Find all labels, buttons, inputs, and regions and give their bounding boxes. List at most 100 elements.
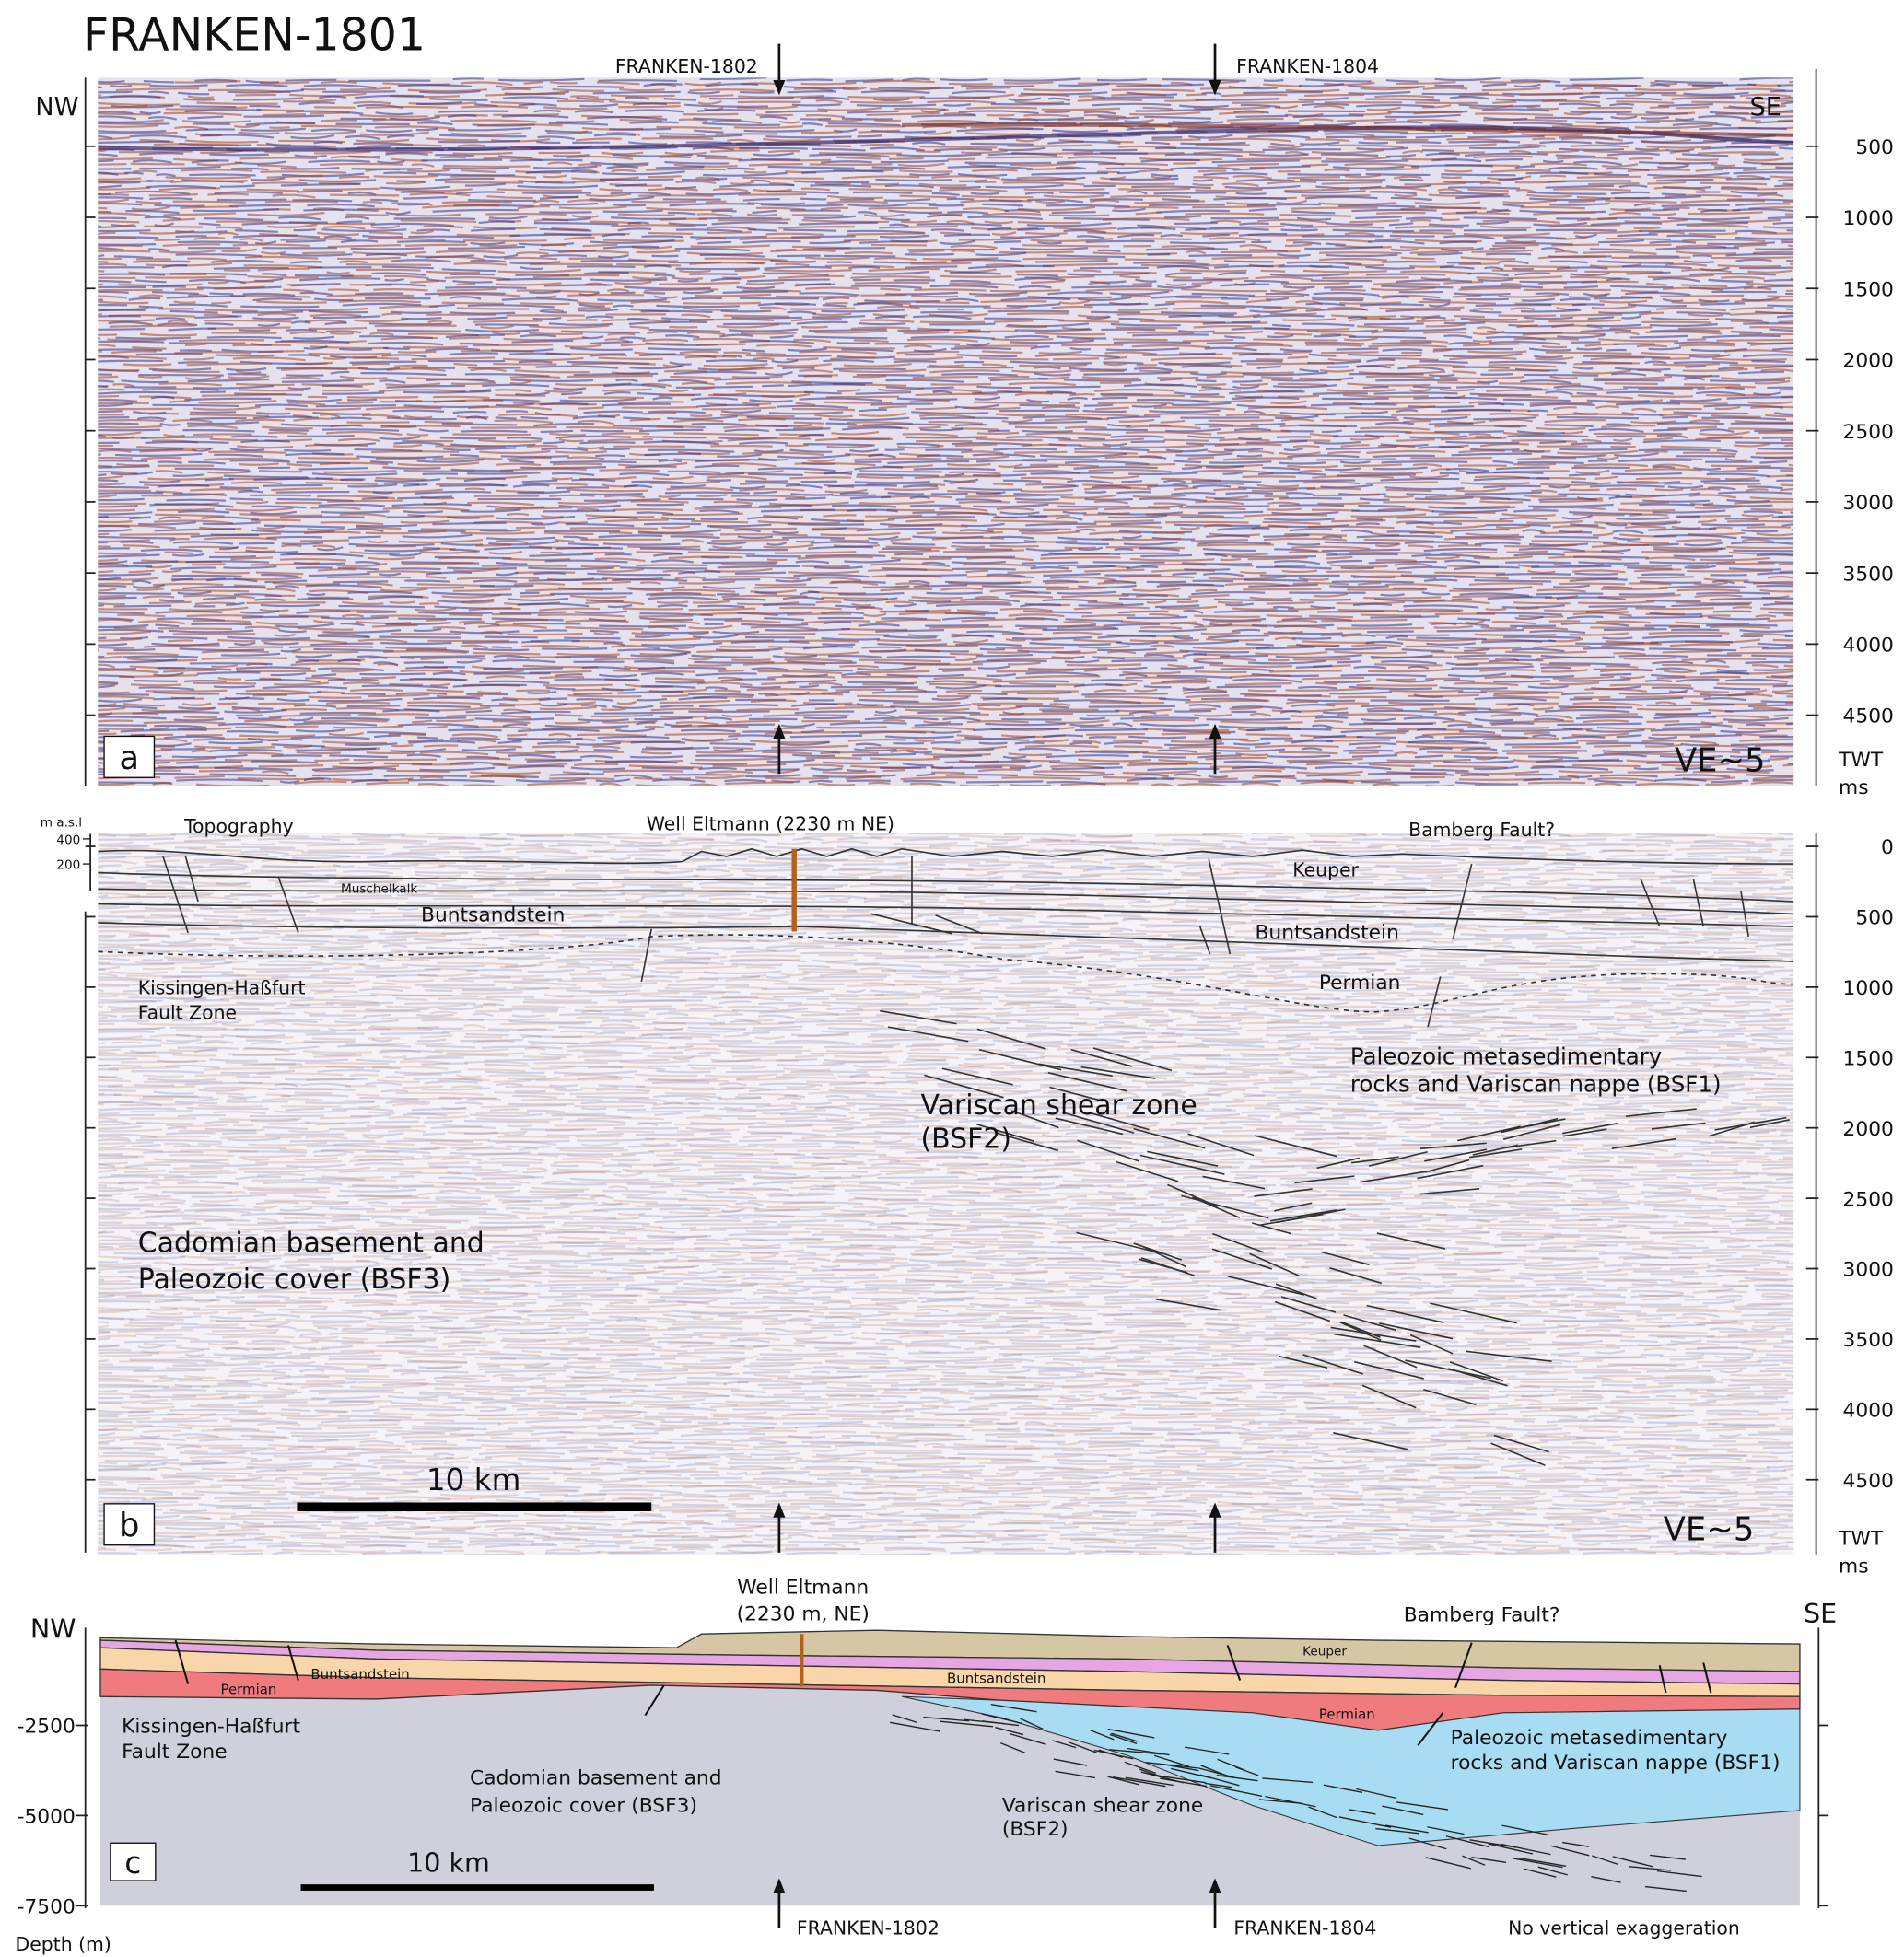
seismic-wiggle	[98, 1403, 1776, 1411]
shear-line	[1109, 1733, 1138, 1745]
seismic-wiggle	[98, 1465, 1794, 1473]
seismic-wiggle	[98, 1310, 1794, 1316]
seismic-wiggle	[98, 996, 1794, 1004]
unit-label: Paleozoic metasedimentary rocks and Varis…	[1350, 1043, 1722, 1098]
panel-letter: c	[124, 1846, 141, 1881]
seismic-wiggle	[98, 746, 1780, 754]
shear-line	[1139, 1154, 1225, 1175]
shear-line	[1419, 1188, 1480, 1195]
seismic-wiggle	[98, 399, 1793, 407]
seismic-wiggle	[98, 169, 1794, 178]
seismic-wiggle	[98, 764, 1774, 773]
figure-title: FRANKEN-1801	[83, 8, 426, 61]
seismic-wiggle	[98, 964, 1794, 973]
shear-line	[1488, 1843, 1534, 1855]
shear-line	[1519, 1857, 1567, 1868]
shear-line	[1187, 1133, 1255, 1157]
shear-line	[1360, 1169, 1435, 1183]
label: Well Eltmann (2230 m NE)	[647, 812, 894, 834]
seismic-wiggle	[98, 855, 1794, 862]
seismic-wiggle	[98, 94, 1794, 102]
shear-line	[1348, 1809, 1376, 1815]
tick-label: 2500	[1843, 421, 1894, 444]
seismic-wiggle	[98, 1497, 1794, 1506]
panel-letter-box	[103, 1503, 156, 1546]
shear-line	[978, 1048, 1062, 1071]
unit-label: Permian	[1319, 972, 1401, 995]
shear-line	[1501, 1824, 1549, 1836]
seismic-wiggle	[98, 1199, 1780, 1207]
shear-line	[1252, 1222, 1291, 1235]
seismic-wiggle	[98, 595, 1794, 603]
shear-line	[1265, 1795, 1316, 1808]
seismic-wiggle	[98, 405, 1794, 414]
seismic-wiggle	[98, 86, 1786, 94]
seismic-wiggle	[108, 1202, 1794, 1211]
seismic-wiggle	[98, 899, 1794, 906]
seismic-wiggle	[98, 861, 1794, 869]
seismic-wiggle	[98, 1136, 1788, 1145]
seismic-wiggle	[98, 1380, 1793, 1389]
seismic-wiggle	[98, 1224, 1794, 1231]
tick-label: 0	[1881, 836, 1894, 859]
unit-label: Buntsandstein	[310, 1666, 409, 1683]
seismic-wiggle	[98, 708, 1794, 716]
shear-line	[1249, 1252, 1300, 1277]
seismic-wiggle	[98, 383, 1794, 390]
shear-line	[1408, 1837, 1447, 1850]
unit-label: Cadomian basement and Paleozoic cover (BS…	[138, 1228, 485, 1296]
seismic-wiggle	[98, 580, 1794, 588]
seismic-wiggle	[98, 1284, 1794, 1291]
seismic-wiggle	[98, 302, 1794, 309]
seismic-wiggle	[98, 1135, 1794, 1142]
tick-label: 500	[1855, 136, 1894, 159]
shear-line	[1107, 1728, 1155, 1739]
shear-line	[1562, 1128, 1607, 1137]
shear-line	[1055, 1117, 1124, 1136]
seismic-wiggle	[98, 1068, 1794, 1076]
seismic-wiggle	[98, 549, 1794, 556]
shear-line	[1109, 1749, 1163, 1755]
shear-line	[1047, 1072, 1127, 1092]
seismic-wiggle	[98, 1427, 1794, 1436]
seismic-wiggle	[98, 1143, 1794, 1151]
shear-line	[1127, 1747, 1170, 1756]
panel-letter-box	[103, 735, 156, 778]
seismic-wiggle	[98, 1369, 1794, 1377]
seismic-wiggle	[98, 1280, 1794, 1288]
tick-label: -2500	[18, 1716, 76, 1739]
seismic-wiggle	[98, 1065, 1794, 1073]
seismic-wiggle	[98, 1344, 1794, 1351]
shear-line	[976, 1028, 1046, 1050]
seismic-wiggle	[98, 174, 1794, 181]
seismic-wiggle	[107, 336, 1794, 344]
seismic-wiggle	[98, 1049, 1794, 1057]
panel-letter: b	[119, 1507, 139, 1544]
seismic-wiggle	[98, 908, 1794, 916]
seismic-wiggle	[98, 1033, 1779, 1042]
shear-line	[1113, 1776, 1166, 1788]
seismic-wiggle	[98, 1299, 1794, 1307]
seismic-wiggle	[98, 536, 1775, 544]
seismic-wiggle	[98, 961, 1770, 969]
seismic-wiggle	[98, 430, 1794, 437]
seismic-wiggle	[98, 664, 1794, 672]
shear-line	[1279, 1356, 1328, 1369]
shear-line	[1537, 1866, 1568, 1876]
seismic-wiggle	[100, 842, 1794, 850]
seismic-wiggle	[98, 639, 1794, 648]
shear-line	[1493, 1434, 1549, 1453]
tick-label: 3500	[1843, 1329, 1894, 1352]
unit-label: Cadomian basement and Paleozoic cover (BS…	[470, 1766, 721, 1817]
axis-unit: TWT	[1838, 749, 1884, 772]
seismic-wiggle	[98, 264, 1794, 273]
unit-label: Buntsandstein	[947, 1670, 1045, 1686]
tick-label: 2000	[1843, 1118, 1894, 1141]
seismic-wiggle	[98, 1106, 1794, 1113]
shear-line	[975, 1123, 1034, 1142]
seismic-wiggle	[98, 1487, 1794, 1495]
seismic-wiggle	[98, 486, 1794, 495]
shear-line	[1376, 1232, 1446, 1250]
shear-line	[1125, 1776, 1174, 1787]
